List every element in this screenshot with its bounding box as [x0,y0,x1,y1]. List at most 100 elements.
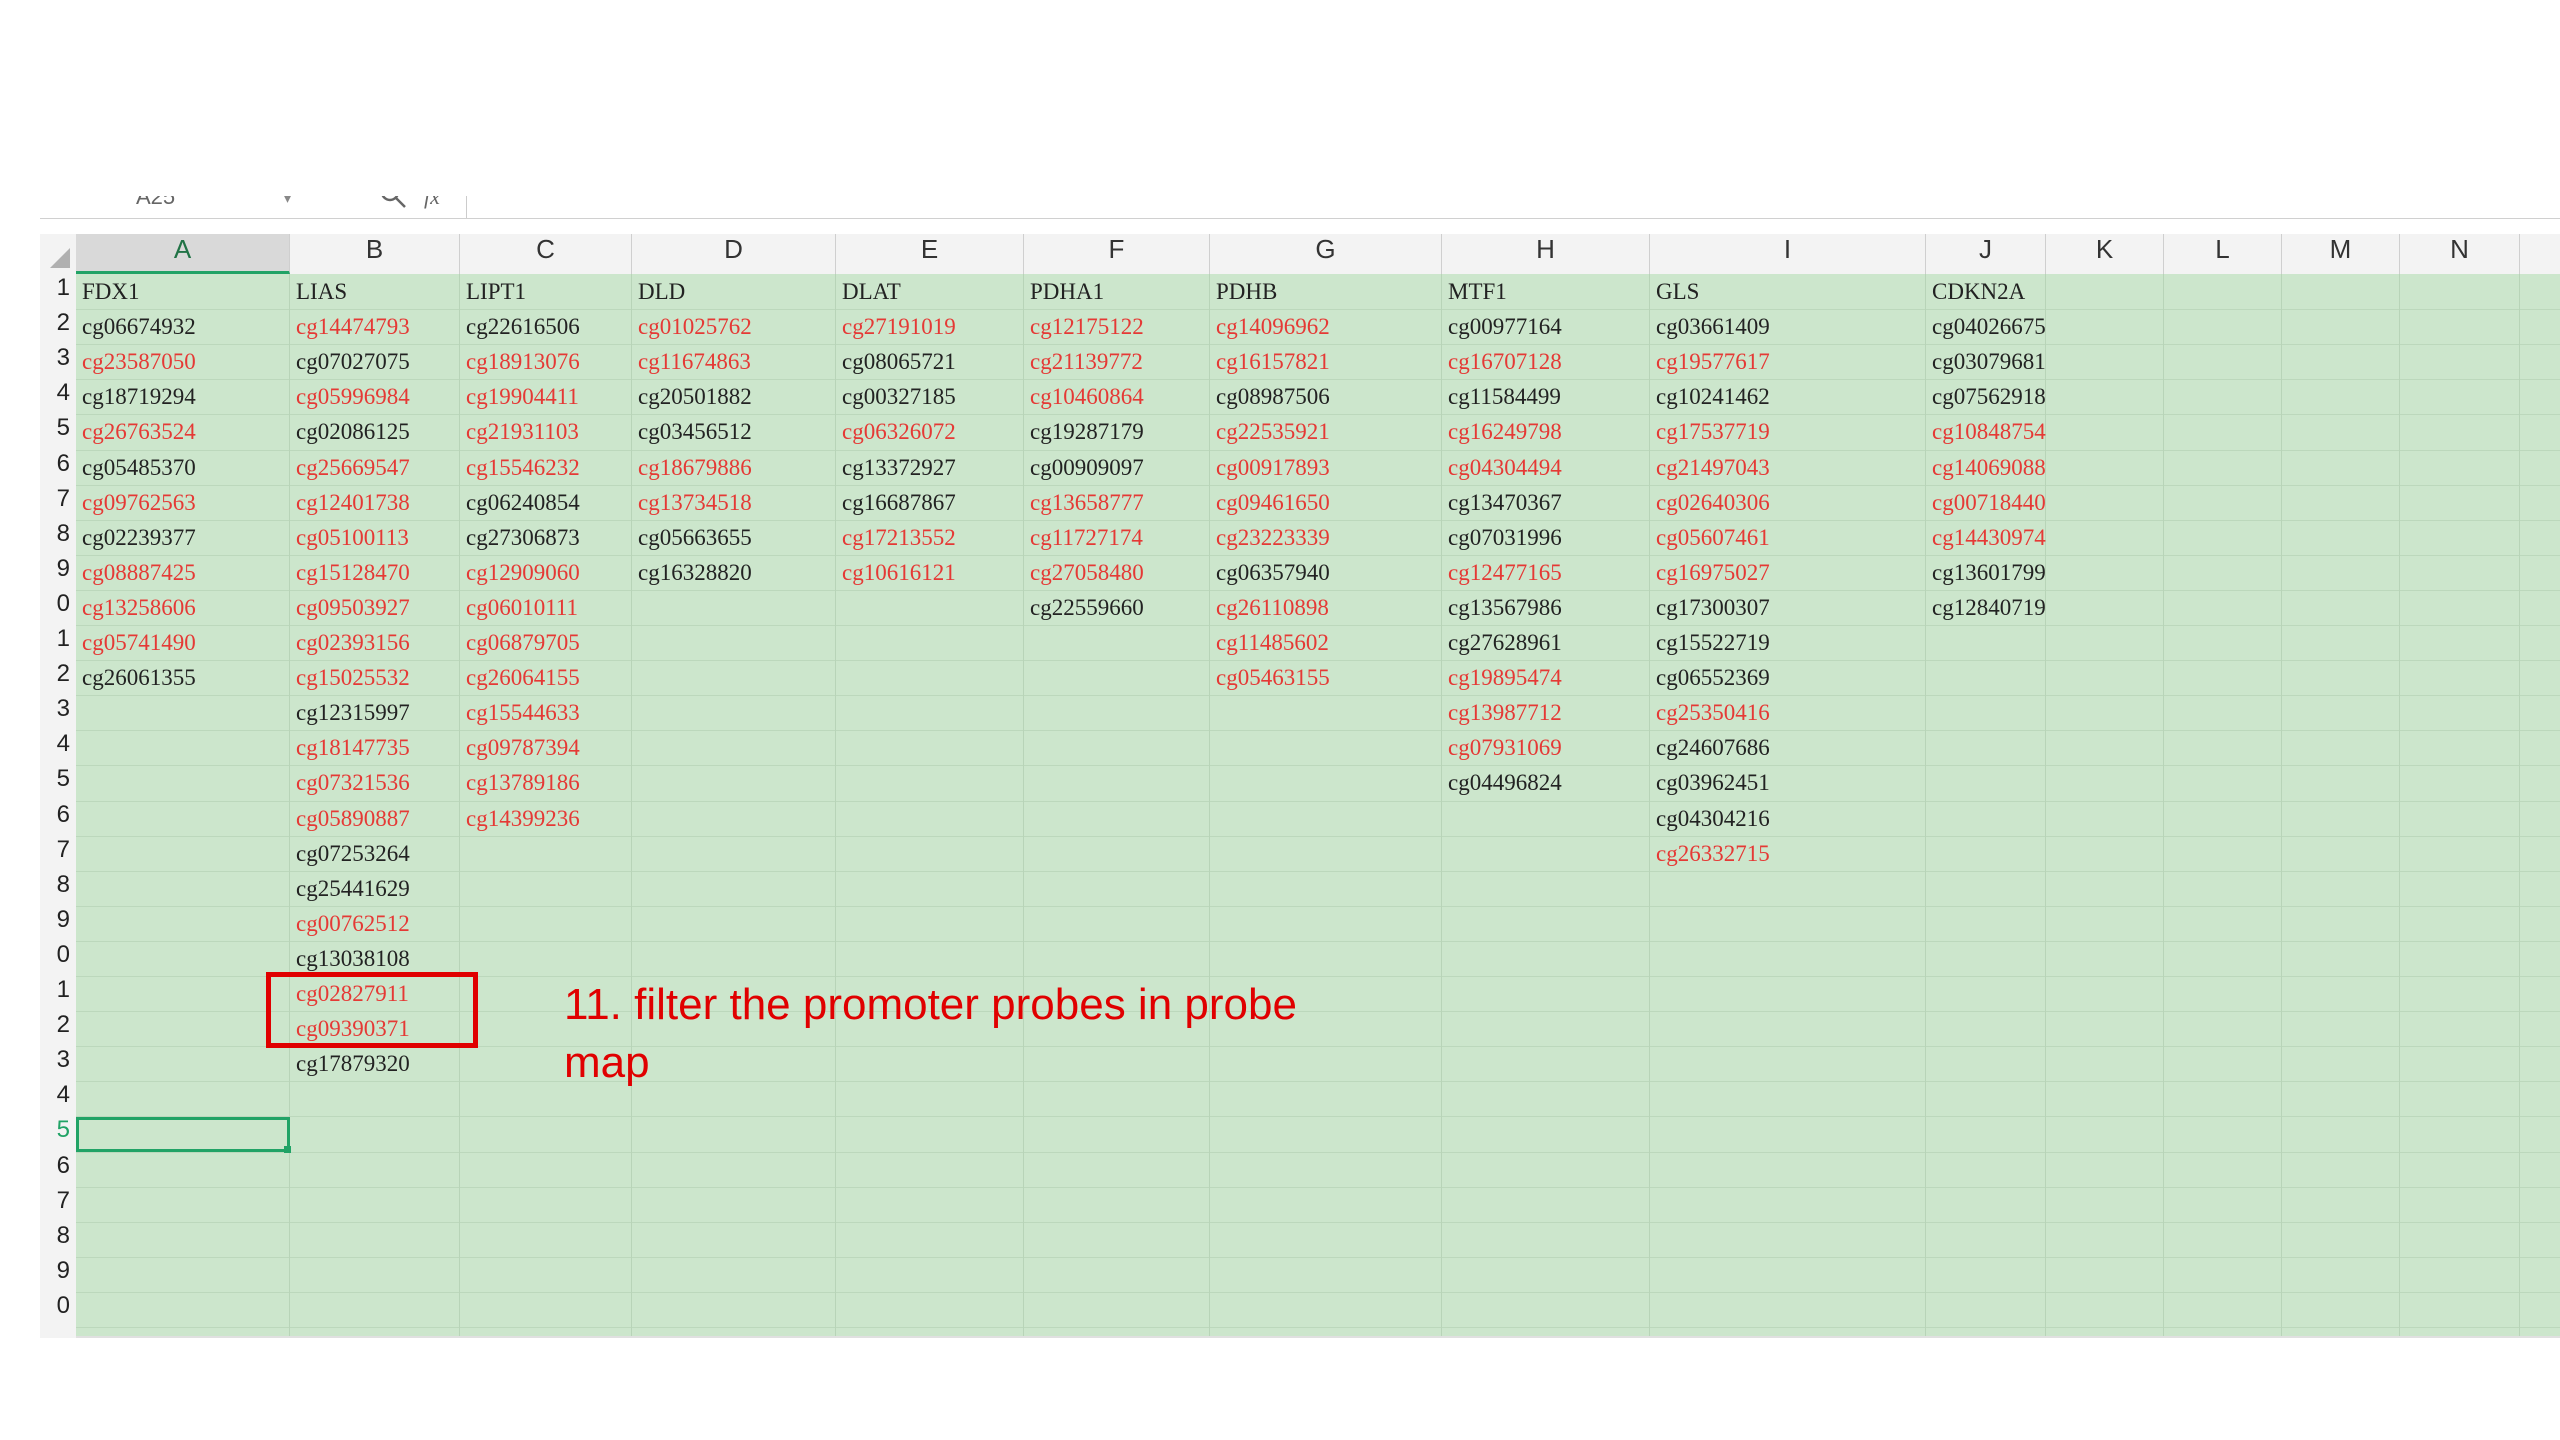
probe-cell[interactable]: cg27058480 [1030,559,1144,585]
probe-cell[interactable]: cg10848754 [1932,419,2046,445]
probe-cell[interactable]: cg17537719 [1656,419,1770,445]
selected-cell-a25[interactable] [76,1117,290,1152]
probe-cell[interactable]: cg17213552 [842,524,956,550]
row-header[interactable]: 5 [56,414,70,442]
column-header-b[interactable]: B [290,234,460,274]
probe-cell[interactable]: cg11584499 [1448,384,1561,410]
probe-cell[interactable]: cg18913076 [466,349,580,375]
probe-cell[interactable]: cg16707128 [1448,349,1562,375]
column-header-g[interactable]: G [1210,234,1442,274]
probe-cell[interactable]: cg17879320 [296,1051,410,1077]
probe-cell[interactable]: cg04304494 [1448,454,1562,480]
probe-cell[interactable]: cg13601799 [1932,559,2046,585]
probe-cell[interactable]: cg12175122 [1030,314,1144,340]
probe-cell[interactable]: cg25669547 [296,454,410,480]
row-header[interactable]: 1 [56,625,70,652]
probe-cell[interactable]: cg14399236 [466,805,580,831]
probe-cell[interactable]: cg15544633 [466,700,580,726]
probe-cell[interactable]: cg04304216 [1656,805,1770,831]
probe-cell[interactable]: cg02393156 [296,630,410,655]
probe-cell[interactable]: cg26064155 [466,665,580,691]
probe-cell[interactable]: cg07931069 [1448,735,1562,761]
row-header[interactable]: 7 [56,1186,70,1214]
row-header[interactable]: 7 [56,484,70,512]
row-header[interactable]: 4 [56,379,70,407]
probe-cell[interactable]: cg09503927 [296,594,410,620]
probe-cell[interactable]: cg05890887 [296,805,410,831]
probe-cell[interactable]: cg05607461 [1656,524,1770,550]
row-header[interactable]: 8 [56,519,70,547]
row-header[interactable]: 0 [56,589,70,617]
probe-cell[interactable]: cg16687867 [842,489,956,515]
probe-cell[interactable]: cg14069088 [1932,454,2046,480]
column-header-a[interactable]: A [76,234,290,274]
probe-cell[interactable]: cg25441629 [296,875,410,901]
probe-cell[interactable]: cg15128470 [296,559,410,585]
probe-cell[interactable]: cg10241462 [1656,384,1770,410]
probe-cell[interactable]: cg06357940 [1216,559,1330,585]
probe-cell[interactable]: cg16328820 [638,559,752,585]
header-cell-h[interactable]: MTF1 [1448,279,1507,304]
probe-cell[interactable]: cg11674863 [638,349,751,375]
row-header[interactable]: 5 [56,765,70,793]
row-header[interactable]: 3 [56,344,70,372]
probe-cell[interactable]: cg11485602 [1216,630,1329,655]
probe-cell[interactable]: cg19904411 [466,384,579,410]
probe-cell[interactable]: cg13470367 [1448,489,1562,515]
select-all-corner[interactable] [40,234,76,274]
probe-cell[interactable]: cg26763524 [82,419,196,445]
probe-cell[interactable]: cg14474793 [296,314,410,340]
probe-cell[interactable]: cg15546232 [466,454,580,480]
probe-cell[interactable]: cg07253264 [296,840,410,866]
header-cell-i[interactable]: GLS [1656,279,1700,304]
name-box[interactable]: A25 [136,196,176,209]
probe-cell[interactable]: cg13987712 [1448,700,1562,726]
probe-cell[interactable]: cg09390371 [296,1016,410,1042]
probe-cell[interactable]: cg13734518 [638,489,752,515]
probe-cell[interactable]: cg05663655 [638,524,752,550]
row-header[interactable]: 2 [56,660,70,688]
probe-cell[interactable]: cg13789186 [466,770,580,796]
probe-cell[interactable]: cg02239377 [82,524,196,550]
probe-cell[interactable]: cg15522719 [1656,630,1770,655]
header-cell-e[interactable]: DLAT [842,279,901,304]
row-header[interactable]: 0 [56,940,70,968]
probe-cell[interactable]: cg00327185 [842,384,956,410]
row-header[interactable]: 6 [56,1151,70,1179]
probe-cell[interactable]: cg05996984 [296,384,410,410]
probe-cell[interactable]: cg05100113 [296,524,409,550]
fx-label[interactable]: fx [424,196,440,209]
probe-cell[interactable]: cg09461650 [1216,489,1330,515]
column-header-j[interactable]: J [1926,234,2046,274]
probe-cell[interactable]: cg13567986 [1448,594,1562,620]
probe-cell[interactable]: cg11727174 [1030,524,1143,550]
column-header-d[interactable]: D [632,234,836,274]
probe-cell[interactable]: cg10616121 [842,559,956,585]
probe-cell[interactable]: cg08887425 [82,559,196,585]
probe-cell[interactable]: cg12840719 [1932,594,2046,620]
row-header[interactable]: 5 [56,1116,70,1144]
probe-cell[interactable]: cg22559660 [1030,594,1144,620]
row-header[interactable]: 6 [56,449,70,477]
header-cell-f[interactable]: PDHA1 [1030,279,1105,304]
probe-cell[interactable]: cg16249798 [1448,419,1562,445]
probe-cell[interactable]: cg03079681 [1932,349,2046,375]
probe-cell[interactable]: cg12315997 [296,700,410,726]
probe-cell[interactable]: cg19577617 [1656,349,1770,375]
column-header-l[interactable]: L [2164,234,2282,274]
probe-cell[interactable]: cg00977164 [1448,314,1562,340]
probe-cell[interactable]: cg18679886 [638,454,752,480]
row-header[interactable]: 4 [56,1081,70,1109]
probe-cell[interactable]: cg09787394 [466,735,580,761]
probe-cell[interactable]: cg10460864 [1030,384,1144,410]
probe-cell[interactable]: cg03661409 [1656,314,1770,340]
probe-cell[interactable]: cg19895474 [1448,665,1562,691]
row-header[interactable]: 8 [56,870,70,898]
header-cell-j[interactable]: CDKN2A [1932,279,2026,304]
row-header[interactable]: 4 [56,730,70,758]
row-header[interactable]: 8 [56,1221,70,1249]
probe-cell[interactable]: cg06552369 [1656,665,1770,691]
probe-cell[interactable]: cg08065721 [842,349,956,375]
row-header[interactable]: 9 [56,905,70,933]
column-header-n[interactable]: N [2400,234,2520,274]
